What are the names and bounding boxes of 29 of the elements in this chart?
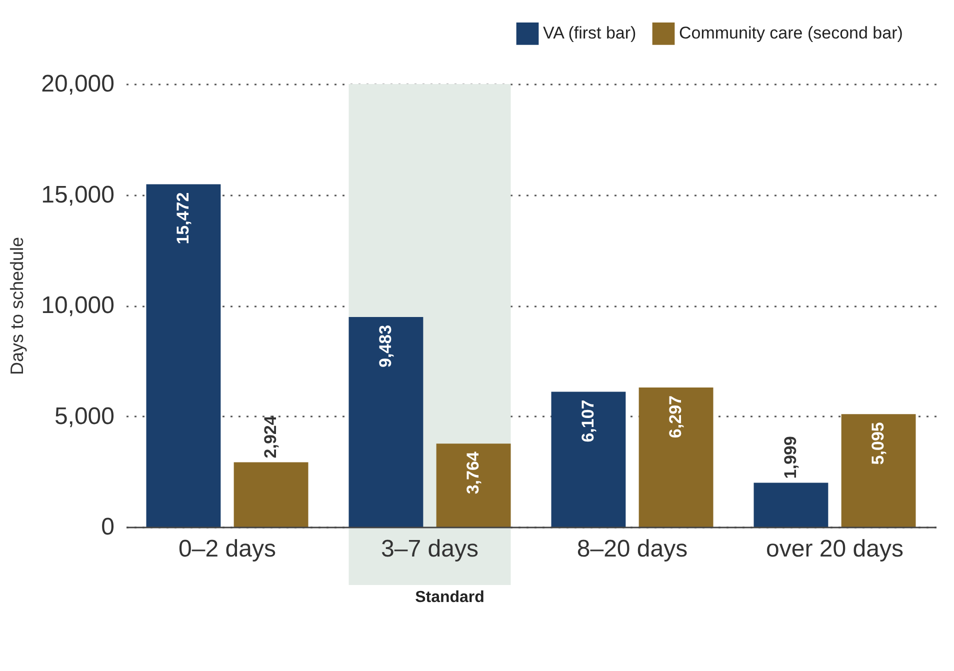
bar (348, 316, 424, 527)
bar (551, 392, 626, 527)
x-tick-label: 3–7 days (381, 536, 478, 562)
y-tick-label: 0 (101, 514, 114, 540)
bar (754, 482, 828, 527)
x-tick-label: 8–20 days (576, 536, 688, 562)
x-tick-label: over 20 days (766, 536, 904, 562)
x-tick-label: 0–2 days (178, 536, 276, 562)
data-label: 15,472 (173, 192, 192, 244)
data-label: 6,297 (666, 396, 686, 438)
data-label: 9,483 (376, 324, 395, 368)
y-tick-label: 10,000 (41, 292, 114, 319)
bar (146, 184, 221, 527)
y-tick-label: 20,000 (41, 70, 114, 98)
bar (841, 414, 916, 527)
y-axis-title: Days to schedule (7, 236, 28, 376)
data-label: 3,764 (464, 451, 483, 494)
data-label: 5,095 (868, 422, 888, 465)
band-label: Standard (415, 589, 484, 606)
y-tick-label: 15,000 (41, 181, 114, 208)
bar (436, 444, 511, 527)
legend-label: Community care (second bar) (679, 24, 903, 43)
data-label: 6,107 (578, 400, 598, 442)
data-label: 1,999 (780, 436, 800, 479)
legend-label: VA (first bar) (543, 24, 636, 43)
y-tick-label: 5,000 (54, 402, 114, 430)
bar (638, 388, 714, 527)
bar (234, 462, 308, 527)
data-label: 2,924 (261, 415, 280, 458)
